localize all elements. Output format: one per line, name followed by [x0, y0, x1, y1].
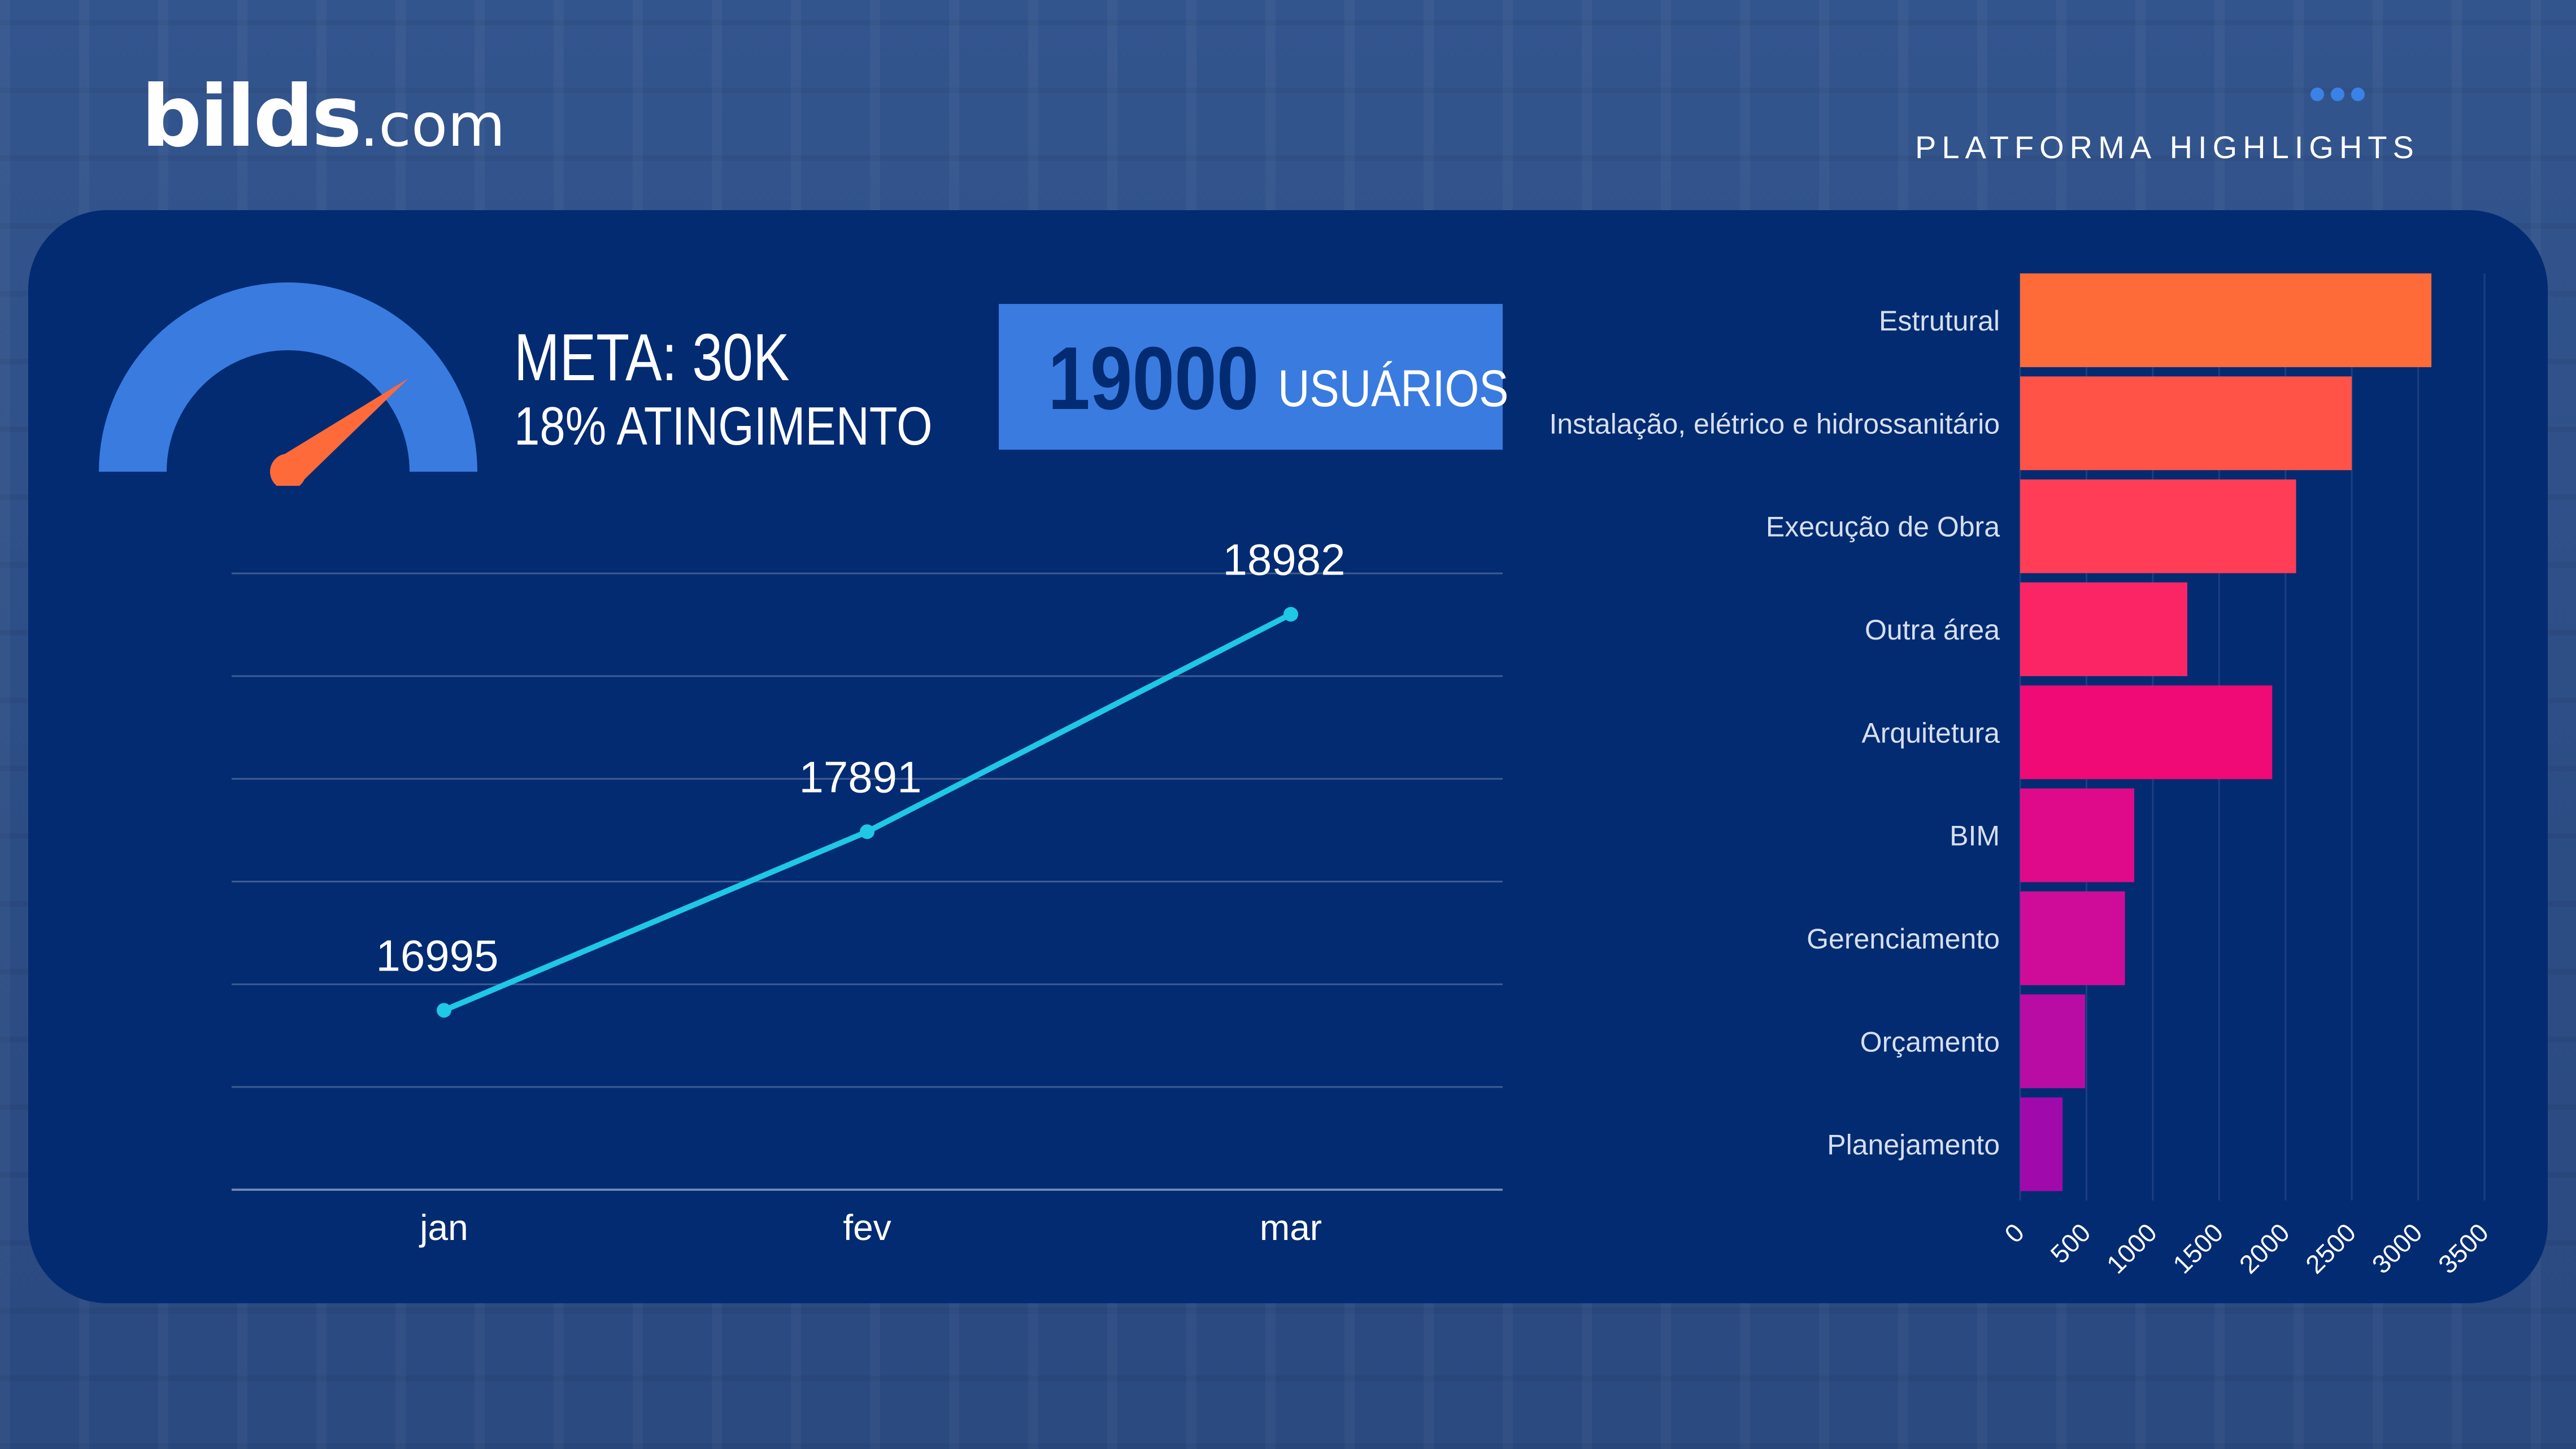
bar: [2020, 685, 2273, 780]
data-label: 18982: [1223, 534, 1346, 584]
achievement-text: 18% ATINGIMENTO: [514, 396, 933, 456]
x-tick-label: 1000: [2101, 1217, 2162, 1279]
logo-domain: .com: [359, 91, 506, 160]
x-tick-label: 1500: [2167, 1217, 2229, 1279]
x-tick-label: 2500: [2300, 1217, 2361, 1279]
more-dots-icon[interactable]: [2310, 88, 2378, 105]
gauge-arc: [99, 282, 477, 472]
category-label: Gerenciamento: [1807, 923, 2000, 955]
logo: bilds.com: [141, 68, 506, 166]
bar: [2020, 891, 2125, 985]
data-point: [860, 824, 874, 839]
bar: [2020, 1097, 2063, 1191]
goal-text: META: 30K: [514, 320, 790, 395]
data-point: [1283, 607, 1298, 622]
bar: [2020, 582, 2187, 676]
logo-main: bilds: [141, 68, 362, 166]
data-label: 16995: [376, 930, 499, 980]
section-title: PLATFORMA HIGHLIGHTS: [1915, 129, 2420, 165]
bar: [2020, 376, 2352, 471]
x-tick-label: 2000: [2234, 1217, 2295, 1279]
x-tick-label: 3500: [2433, 1217, 2494, 1279]
x-tick-label: jan: [419, 1207, 468, 1248]
category-label: Estrutural: [1879, 305, 2000, 337]
category-label: Planejamento: [1827, 1129, 2000, 1161]
users-count: 19000: [1048, 329, 1259, 428]
bar: [2020, 788, 2134, 882]
gauge-icon: [99, 282, 477, 486]
category-label: Execução de Obra: [1766, 511, 2000, 543]
users-badge: [999, 304, 1503, 450]
bar: [2020, 273, 2432, 367]
x-tick-label: 0: [1999, 1217, 2030, 1248]
category-label: Orçamento: [1860, 1026, 2000, 1058]
x-tick-label: fev: [843, 1207, 891, 1248]
users-label: USUÁRIOS: [1278, 360, 1509, 417]
gauge-needle: [270, 378, 409, 486]
bar: [2020, 479, 2296, 573]
x-tick-label: 3000: [2366, 1217, 2428, 1279]
data-label: 17891: [799, 752, 922, 802]
x-tick-label: mar: [1260, 1207, 1322, 1248]
category-label: Arquitetura: [1861, 717, 2000, 749]
data-point: [437, 1003, 451, 1018]
category-label: Outra área: [1865, 614, 2000, 646]
category-label: BIM: [1950, 820, 2000, 852]
x-tick-label: 500: [2044, 1217, 2096, 1269]
category-label: Instalação, elétrico e hidrossanitário: [1549, 408, 2000, 440]
bar: [2020, 994, 2086, 1089]
